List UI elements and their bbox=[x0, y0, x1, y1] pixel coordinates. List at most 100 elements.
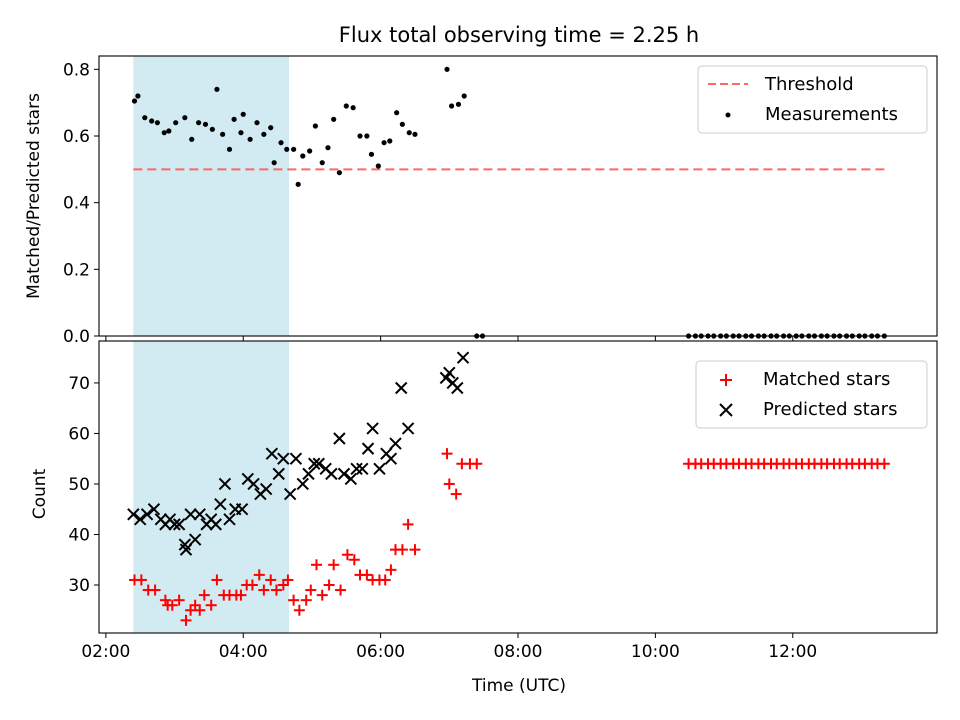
matched-star-point bbox=[282, 574, 294, 586]
predicted-star-point bbox=[384, 452, 398, 465]
count-y-tick-label: 60 bbox=[68, 424, 90, 444]
measurement-point bbox=[319, 160, 325, 166]
measurement-point bbox=[278, 140, 284, 146]
matched-star-point bbox=[159, 594, 171, 606]
predicted-star-point bbox=[193, 508, 206, 521]
count-panel: 30 40 50 60 70 02:00 04:00 06:00 08:00 10:00 12:0… bbox=[30, 340, 938, 696]
matched-star-point bbox=[341, 549, 353, 561]
predicted-star-point bbox=[218, 477, 232, 491]
predicted-star-point bbox=[333, 432, 346, 445]
measurement-point bbox=[166, 128, 172, 134]
matched-star-point bbox=[335, 584, 347, 596]
count-y-tick-label: 30 bbox=[68, 576, 90, 596]
measurement-point bbox=[214, 86, 220, 92]
measurement-point bbox=[412, 131, 418, 137]
predicted-star-point bbox=[283, 487, 297, 501]
count-marks bbox=[127, 351, 890, 626]
matched-star-point bbox=[173, 594, 185, 606]
measurement-point bbox=[387, 138, 393, 144]
predicted-star-point bbox=[272, 467, 285, 481]
count-y-tick-label: 50 bbox=[68, 475, 90, 495]
measurement-point bbox=[231, 116, 237, 122]
measurement-point bbox=[364, 133, 370, 139]
measurement-point bbox=[406, 130, 412, 136]
ratio-legend-box bbox=[697, 65, 928, 134]
ratio-y-tick-label: 0.4 bbox=[63, 194, 90, 214]
matched-star-point bbox=[293, 604, 305, 616]
count-y-axis-label: Count bbox=[30, 468, 50, 519]
legend-matched-label: Matched stars bbox=[763, 369, 890, 390]
matched-star-point bbox=[385, 564, 397, 576]
matched-star-point bbox=[402, 518, 414, 530]
matched-star-point bbox=[270, 584, 282, 596]
x-tick-label: 02:00 bbox=[81, 642, 130, 662]
measurement-point bbox=[381, 140, 387, 146]
measurement-point bbox=[268, 125, 274, 131]
predicted-star-point bbox=[265, 447, 279, 460]
predicted-star-point bbox=[247, 477, 260, 491]
predicted-star-point bbox=[325, 467, 338, 481]
legend-predicted-label: Predicted stars bbox=[763, 399, 897, 420]
matched-star-point bbox=[166, 599, 178, 611]
measurement-point bbox=[368, 151, 375, 157]
matched-star-point bbox=[361, 569, 373, 581]
measurement-point bbox=[325, 145, 331, 151]
predicted-star-point bbox=[350, 462, 363, 476]
predicted-star-point bbox=[366, 422, 379, 435]
count-y-tick-label: 40 bbox=[68, 525, 90, 545]
measurement-point bbox=[300, 153, 306, 159]
predicted-star-point bbox=[389, 437, 402, 450]
predicted-star-point bbox=[373, 462, 386, 476]
measurement-point bbox=[209, 126, 215, 132]
measurement-point bbox=[149, 118, 155, 124]
measurement-point bbox=[135, 93, 141, 99]
predicted-star-point bbox=[235, 503, 249, 516]
predicted-star-point bbox=[451, 381, 464, 395]
matched-star-point bbox=[316, 589, 328, 601]
ratio-marks bbox=[131, 66, 887, 339]
x-tick-label: 06:00 bbox=[356, 642, 405, 662]
ratio-shaded-span bbox=[133, 56, 290, 336]
measurement-point bbox=[455, 101, 462, 107]
measurement-point bbox=[238, 130, 244, 136]
predicted-star-point bbox=[401, 422, 415, 435]
ratio-y-tick-label: 0.8 bbox=[63, 60, 90, 80]
predicted-star-point bbox=[302, 467, 315, 481]
matched-star-point bbox=[149, 584, 161, 596]
predicted-star-point bbox=[223, 513, 236, 526]
predicted-star-point bbox=[184, 508, 197, 521]
matched-star-point bbox=[471, 458, 483, 470]
predicted-star-point bbox=[443, 366, 456, 380]
matched-star-point bbox=[211, 574, 223, 586]
legend-matched-swatch bbox=[720, 374, 732, 386]
predicted-star-point bbox=[289, 452, 303, 465]
matched-star-point bbox=[328, 559, 340, 571]
count-x-axis-label: Time (UTC) bbox=[471, 676, 566, 696]
predicted-star-point bbox=[395, 381, 408, 395]
count-axes-frame bbox=[98, 340, 938, 634]
matched-star-point bbox=[135, 574, 147, 586]
predicted-star-point bbox=[127, 508, 140, 521]
legend-measurements-swatch bbox=[725, 112, 731, 118]
ratio-panel: 0.00.20.40.60.8 Matched/Predicted stars … bbox=[24, 55, 938, 347]
measurement-point bbox=[350, 105, 356, 111]
matched-star-point bbox=[396, 544, 408, 556]
matched-star-point bbox=[450, 488, 462, 500]
ratio-y-axis-label: Matched/Predicted stars bbox=[24, 93, 44, 299]
predicted-star-point bbox=[361, 442, 375, 455]
predicted-star-point bbox=[179, 543, 193, 556]
measurement-point bbox=[154, 120, 160, 126]
measurement-point bbox=[444, 66, 450, 72]
predicted-star-point bbox=[214, 497, 227, 511]
matched-star-point bbox=[441, 448, 453, 460]
measurement-point bbox=[226, 146, 233, 152]
measurement-point bbox=[195, 120, 202, 126]
measurement-point bbox=[307, 148, 313, 154]
predicted-star-point bbox=[356, 462, 369, 476]
count-legend-box bbox=[695, 360, 928, 429]
measurement-point bbox=[343, 103, 349, 109]
measurement-point bbox=[142, 115, 148, 121]
matched-star-point bbox=[235, 589, 247, 601]
ratio-axes-frame bbox=[98, 55, 938, 337]
